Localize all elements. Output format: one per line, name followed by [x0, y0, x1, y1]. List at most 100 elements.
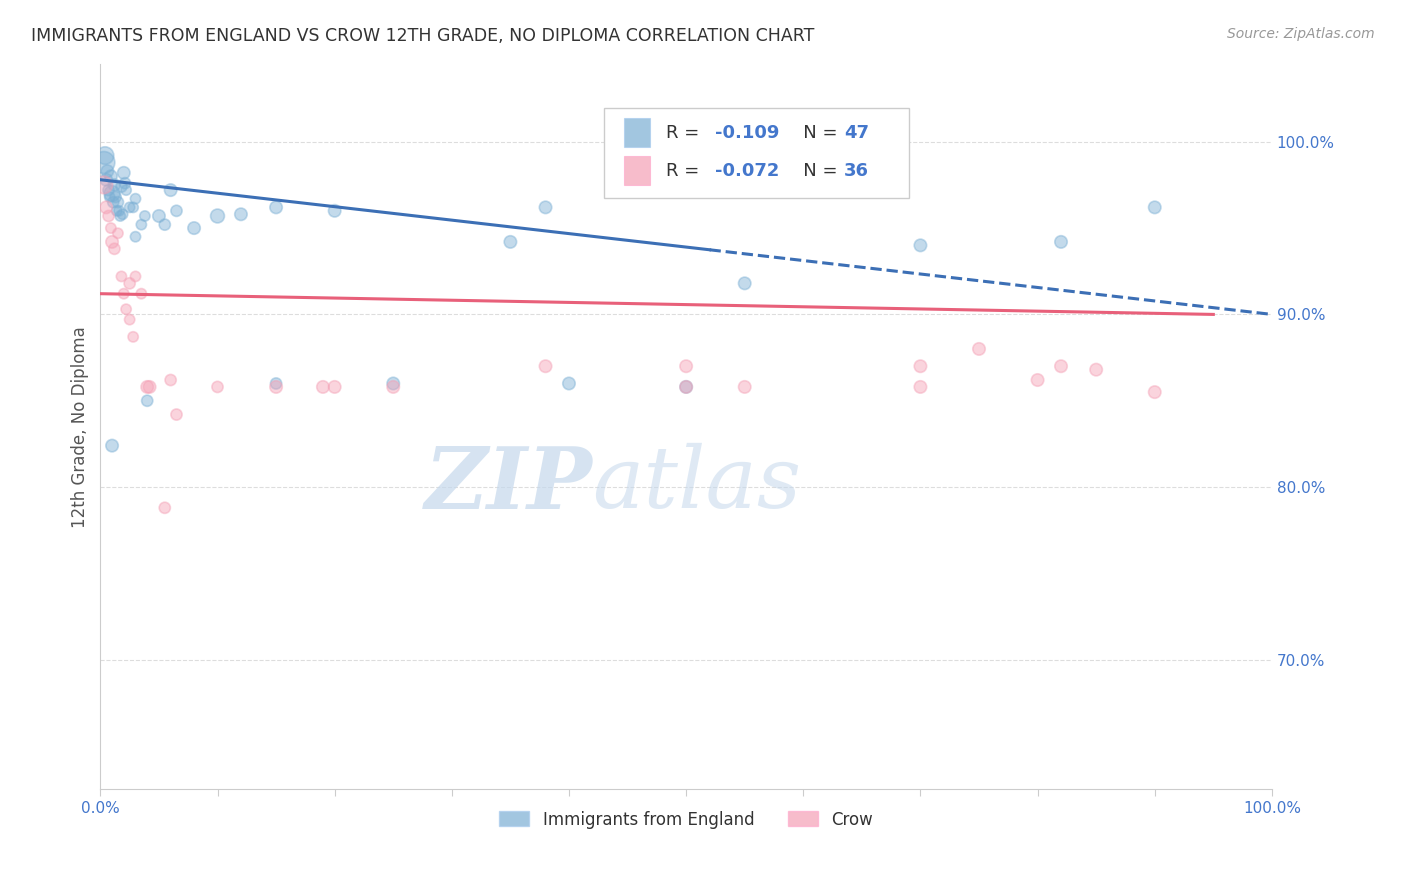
Point: [112, 166, 135, 180]
Point: [166, 203, 188, 218]
Point: [1143, 385, 1166, 400]
Point: [98, 190, 121, 204]
Point: [122, 330, 145, 344]
Point: [967, 342, 990, 356]
Point: [93, 178, 115, 192]
Point: [136, 380, 159, 394]
Point: [159, 373, 181, 387]
Point: [1026, 373, 1049, 387]
Text: Source: ZipAtlas.com: Source: ZipAtlas.com: [1227, 27, 1375, 41]
Text: 47: 47: [844, 124, 869, 142]
Point: [207, 209, 229, 223]
Point: [534, 200, 557, 214]
Point: [122, 200, 145, 214]
Point: [100, 169, 122, 184]
Point: [312, 380, 335, 394]
Point: [118, 277, 141, 291]
Point: [323, 380, 346, 394]
Point: [131, 286, 153, 301]
Text: N =: N =: [786, 124, 844, 142]
Y-axis label: 12th Grade, No Diploma: 12th Grade, No Diploma: [72, 326, 89, 527]
Point: [93, 155, 115, 169]
Bar: [624, 156, 650, 186]
Point: [100, 221, 122, 235]
Point: [558, 376, 581, 391]
Point: [264, 376, 287, 391]
Point: [159, 183, 181, 197]
Point: [166, 408, 188, 422]
Point: [1050, 359, 1073, 374]
Point: [1050, 235, 1073, 249]
Point: [114, 176, 136, 190]
Text: N =: N =: [786, 161, 844, 179]
Point: [153, 500, 176, 515]
Point: [112, 286, 135, 301]
Text: IMMIGRANTS FROM ENGLAND VS CROW 12TH GRADE, NO DIPLOMA CORRELATION CHART: IMMIGRANTS FROM ENGLAND VS CROW 12TH GRA…: [31, 27, 814, 45]
Text: R =: R =: [666, 161, 706, 179]
Point: [910, 238, 932, 252]
Point: [675, 380, 697, 394]
Point: [115, 183, 138, 197]
Point: [734, 380, 756, 394]
Point: [382, 376, 405, 391]
Text: -0.072: -0.072: [716, 161, 780, 179]
Text: R =: R =: [666, 124, 706, 142]
Point: [97, 183, 120, 197]
Point: [910, 359, 932, 374]
Point: [153, 218, 176, 232]
Point: [96, 173, 118, 187]
Point: [110, 209, 132, 223]
Point: [499, 235, 522, 249]
Point: [103, 195, 125, 210]
Point: [97, 209, 120, 223]
Point: [675, 359, 697, 374]
Point: [323, 203, 346, 218]
Point: [264, 200, 287, 214]
Point: [183, 221, 205, 235]
Point: [101, 186, 124, 201]
Point: [124, 229, 146, 244]
Point: [534, 359, 557, 374]
Point: [118, 312, 141, 326]
Point: [148, 209, 170, 223]
Point: [104, 190, 127, 204]
Point: [108, 203, 131, 218]
Point: [1143, 200, 1166, 214]
Point: [207, 380, 229, 394]
Point: [96, 164, 118, 178]
Point: [118, 200, 141, 214]
Text: 36: 36: [844, 161, 869, 179]
Point: [111, 207, 134, 221]
Point: [138, 380, 160, 394]
Point: [124, 269, 146, 284]
Point: [94, 148, 117, 162]
Text: -0.109: -0.109: [716, 124, 780, 142]
Text: ZIP: ZIP: [425, 443, 592, 526]
Point: [734, 277, 756, 291]
Point: [105, 203, 128, 218]
Point: [124, 192, 146, 206]
Point: [910, 380, 932, 394]
Point: [103, 242, 125, 256]
Point: [107, 195, 129, 210]
Point: [675, 380, 697, 394]
Point: [134, 209, 156, 223]
Text: atlas: atlas: [592, 443, 801, 526]
Point: [115, 302, 138, 317]
Point: [101, 439, 124, 453]
Point: [131, 218, 153, 232]
Point: [101, 235, 124, 249]
Point: [110, 269, 132, 284]
Point: [382, 380, 405, 394]
Point: [1085, 362, 1108, 376]
Point: [103, 178, 125, 192]
Point: [229, 207, 252, 221]
FancyBboxPatch shape: [605, 108, 908, 198]
Bar: [624, 119, 650, 147]
Legend: Immigrants from England, Crow: Immigrants from England, Crow: [492, 804, 880, 835]
Point: [110, 179, 132, 194]
Point: [96, 200, 118, 214]
Point: [136, 393, 159, 408]
Point: [264, 380, 287, 394]
Point: [107, 227, 129, 241]
